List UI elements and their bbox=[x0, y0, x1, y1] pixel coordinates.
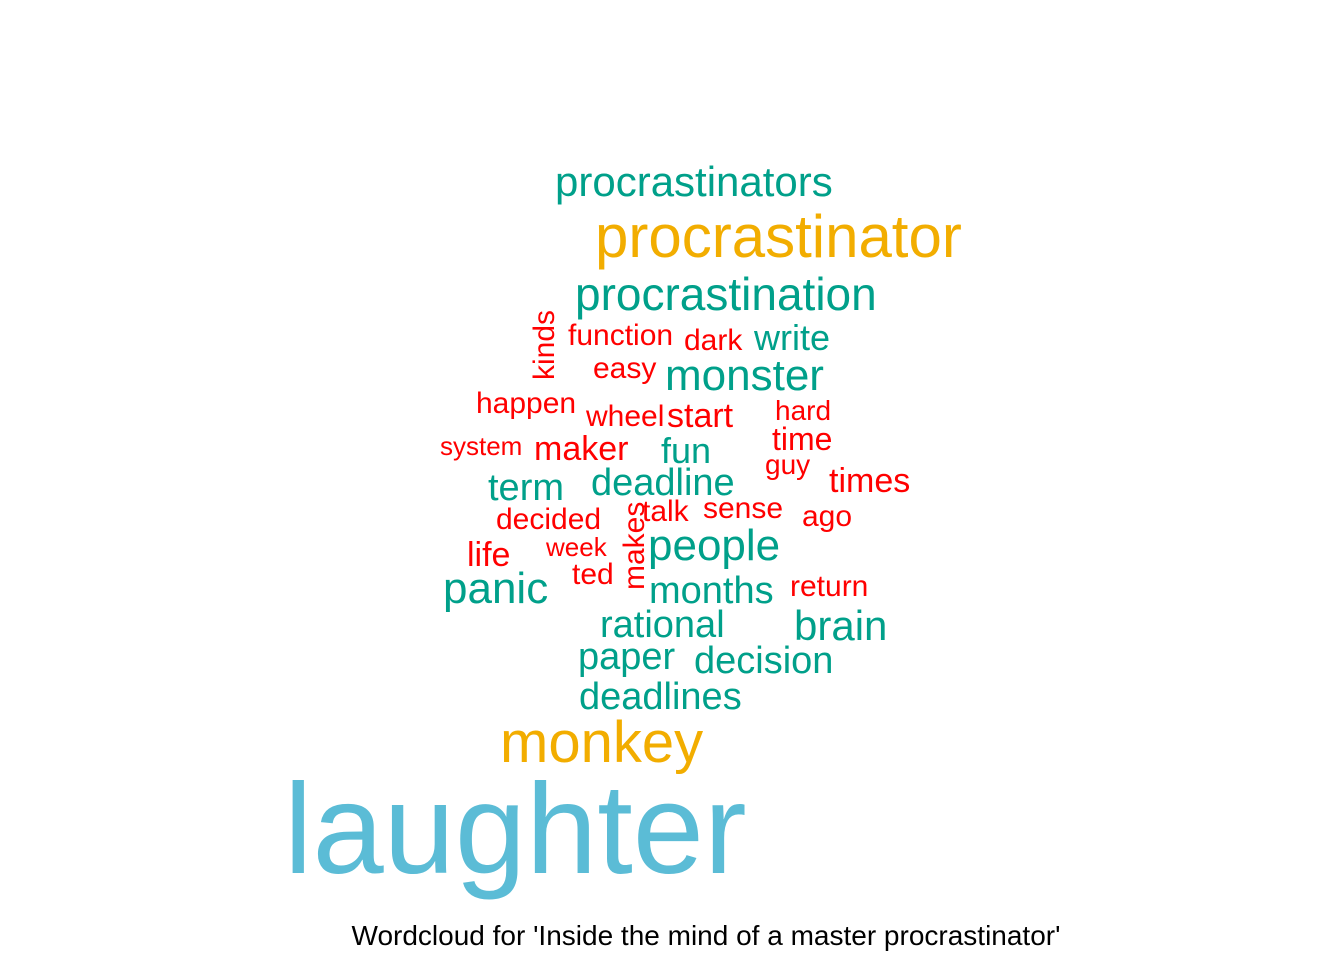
word-decision: decision bbox=[694, 640, 833, 682]
word-hard: hard bbox=[775, 395, 831, 426]
word-ago: ago bbox=[802, 500, 852, 533]
word-laughter: laughter bbox=[284, 758, 747, 901]
chart-caption: Wordcloud for 'Inside the mind of a mast… bbox=[351, 920, 1061, 951]
word-procrastinators: procrastinators bbox=[555, 158, 833, 205]
word-fun: fun bbox=[661, 430, 711, 471]
word-guy: guy bbox=[765, 449, 810, 480]
word-deadline: deadline bbox=[591, 462, 735, 504]
word-life: life bbox=[467, 536, 510, 574]
word-rational: rational bbox=[600, 604, 725, 646]
word-monster: monster bbox=[665, 351, 824, 400]
word-procrastination: procrastination bbox=[575, 268, 877, 320]
word-dark: dark bbox=[684, 324, 743, 357]
word-people: people bbox=[648, 521, 780, 570]
word-wheel: wheel bbox=[585, 400, 664, 433]
word-times: times bbox=[829, 462, 910, 500]
word-decided: decided bbox=[496, 503, 601, 536]
word-maker: maker bbox=[534, 430, 628, 468]
word-brain: brain bbox=[794, 602, 887, 649]
word-write: write bbox=[753, 317, 830, 358]
word-panic: panic bbox=[443, 564, 548, 613]
word-deadlines: deadlines bbox=[579, 676, 742, 718]
word-sense: sense bbox=[703, 492, 783, 525]
word-paper: paper bbox=[578, 636, 676, 678]
word-procrastinator: procrastinator bbox=[595, 203, 962, 270]
word-talk: talk bbox=[642, 495, 690, 528]
word-makes: makes bbox=[618, 502, 651, 590]
word-return: return bbox=[790, 570, 868, 603]
word-kinds: kinds bbox=[528, 310, 561, 380]
word-week: week bbox=[545, 532, 608, 562]
word-system: system bbox=[440, 431, 522, 461]
word-function: function bbox=[568, 319, 673, 352]
word-time: time bbox=[772, 421, 832, 457]
word-start: start bbox=[667, 397, 734, 435]
word-happen: happen bbox=[476, 387, 576, 420]
word-term: term bbox=[488, 467, 564, 509]
word-monkey: monkey bbox=[500, 710, 703, 775]
word-months: months bbox=[649, 570, 774, 612]
word-ted: ted bbox=[572, 558, 614, 591]
word-easy: easy bbox=[593, 352, 656, 385]
